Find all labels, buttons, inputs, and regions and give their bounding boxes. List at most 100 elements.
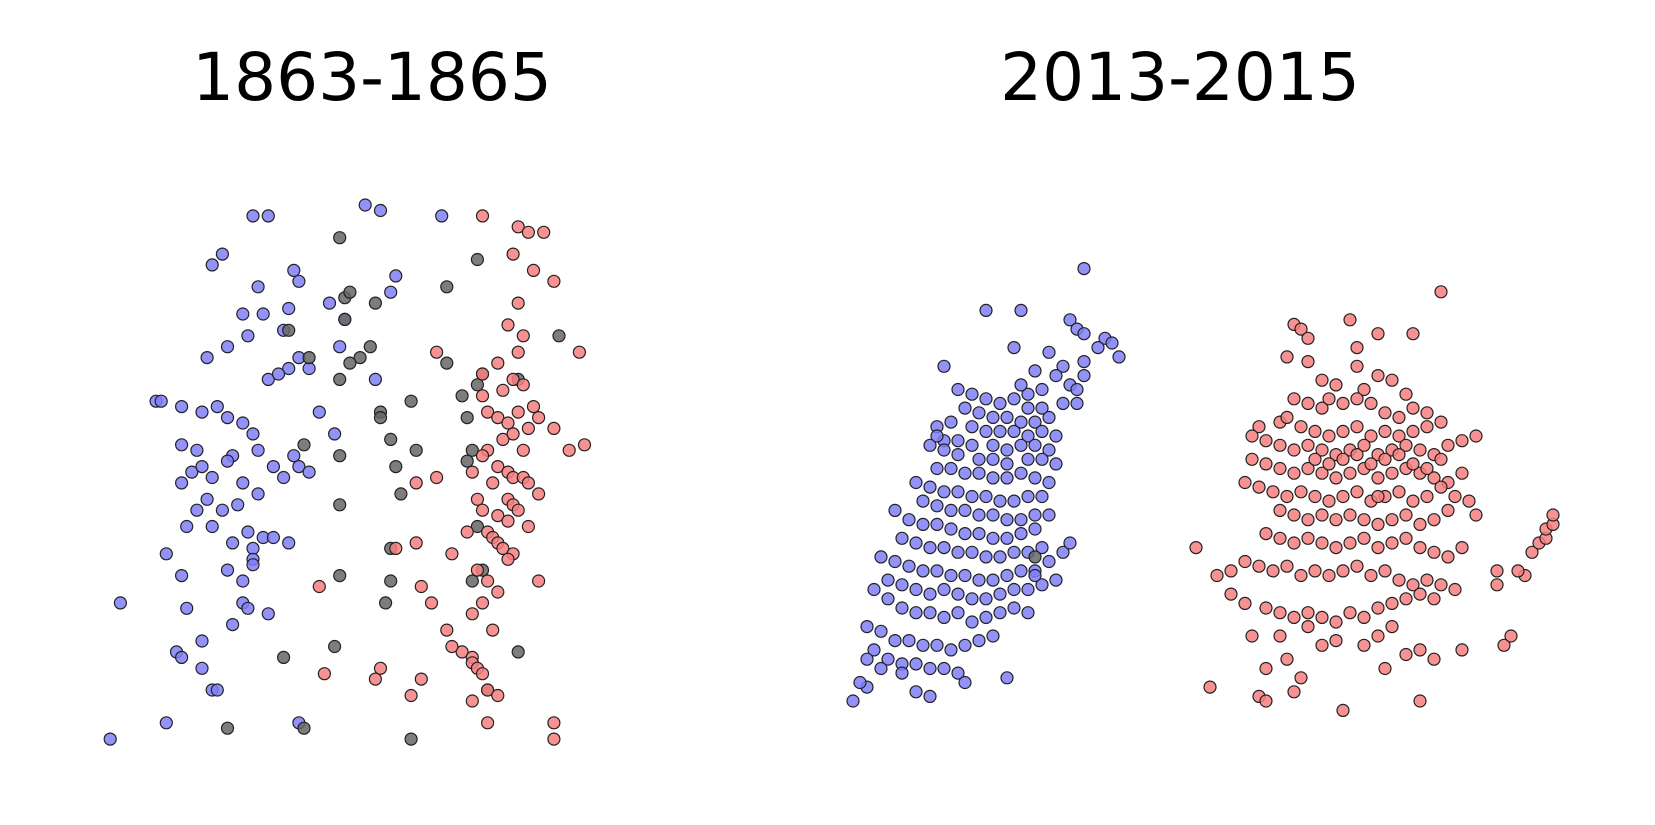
- scatter-point-gray: [470, 252, 484, 267]
- scatter-point-red: [1371, 601, 1385, 615]
- scatter-point-red: [1238, 475, 1252, 490]
- scatter-point-blue: [951, 382, 965, 397]
- scatter-point-blue: [1028, 364, 1042, 378]
- scatter-point-red: [1413, 517, 1427, 532]
- scatter-point-blue: [930, 461, 944, 476]
- scatter-point-red: [1357, 610, 1371, 625]
- scatter-point-blue: [1021, 452, 1035, 466]
- scatter-point-blue: [175, 476, 189, 490]
- scatter-point-red: [1378, 661, 1392, 676]
- scatter-point-blue: [389, 269, 403, 283]
- scatter-point-red: [1294, 485, 1308, 499]
- scatter-point-blue: [923, 587, 937, 601]
- scatter-point-blue: [944, 461, 958, 476]
- scatter-point-red: [1427, 545, 1441, 559]
- scatter-point-blue: [292, 460, 306, 474]
- scatter-point-gray: [460, 411, 474, 425]
- scatter-point-blue: [1014, 466, 1028, 480]
- scatter-point-red: [491, 356, 505, 370]
- scatter-point-blue: [909, 475, 923, 490]
- scatter-point-red: [1357, 382, 1371, 397]
- scatter-point-gray: [328, 639, 342, 654]
- scatter-point-red: [547, 716, 561, 730]
- scatter-point-gray: [389, 460, 403, 474]
- scatter-point-red: [521, 225, 536, 239]
- scatter-point-blue: [1028, 415, 1042, 429]
- scatter-point-blue: [1070, 396, 1084, 410]
- scatter-point-gray: [440, 280, 454, 294]
- scatter-point-blue: [937, 443, 951, 457]
- scatter-point-blue: [236, 574, 250, 588]
- scatter-point-red: [1301, 461, 1315, 476]
- scatter-point-blue: [1021, 489, 1035, 504]
- scatter-point-blue: [159, 716, 173, 730]
- scatter-point-blue: [993, 606, 1007, 620]
- scatter-point-blue: [958, 675, 972, 690]
- scatter-point-red: [470, 492, 484, 506]
- scatter-point-blue: [937, 485, 951, 499]
- scatter-point-red: [1504, 629, 1518, 643]
- scatter-point-blue: [1028, 568, 1042, 583]
- scatter-point-red: [1280, 652, 1294, 666]
- scatter-point-blue: [1035, 489, 1049, 504]
- scatter-point-blue: [895, 531, 909, 545]
- scatter-point-blue: [1000, 671, 1014, 685]
- scatter-point-red: [562, 443, 576, 457]
- scatter-point-red: [1329, 513, 1343, 527]
- scatter-point-blue: [993, 396, 1007, 410]
- scatter-point-gray: [465, 574, 479, 588]
- scatter-point-blue: [1042, 508, 1056, 522]
- scatter-point-red: [1329, 615, 1343, 629]
- scatter-point-blue: [888, 503, 902, 517]
- scatter-point-red: [1238, 596, 1252, 611]
- scatter-point-red: [1336, 564, 1350, 578]
- scatter-point-red: [1413, 643, 1427, 657]
- scatter-point-blue: [930, 517, 944, 532]
- scatter-point-blue: [944, 568, 958, 583]
- scatter-point-red: [511, 345, 525, 359]
- scatter-point-red: [1399, 592, 1413, 606]
- scatter-point-blue: [986, 471, 1000, 485]
- scatter-point-blue: [951, 448, 965, 462]
- scatter-point-blue: [1056, 396, 1070, 410]
- scatter-point-blue: [1007, 341, 1021, 355]
- scatter-point-blue: [1049, 369, 1063, 383]
- scatter-point-red: [1427, 592, 1441, 606]
- scatter-point-red: [373, 661, 388, 675]
- scatter-point-blue: [1028, 522, 1042, 536]
- scatter-point-red: [1273, 531, 1287, 545]
- scatter-point-red: [1252, 480, 1266, 494]
- scatter-point-gray: [333, 372, 347, 386]
- scatter-point-red: [1406, 401, 1420, 415]
- scatter-point-red: [1315, 373, 1329, 387]
- scatter-point-blue: [1035, 382, 1049, 397]
- scatter-point-gray: [297, 721, 311, 735]
- scatter-point-gray: [282, 323, 296, 337]
- scatter-point-red: [1371, 489, 1385, 504]
- scatter-point-red: [1406, 457, 1420, 471]
- scatter-point-red: [486, 623, 500, 637]
- scatter-point-red: [1427, 471, 1441, 485]
- scatter-point-blue: [1007, 424, 1021, 438]
- scatter-point-red: [1259, 601, 1273, 615]
- scatter-point-blue: [236, 476, 250, 490]
- scatter-point-red: [547, 732, 561, 746]
- scatter-point-blue: [1007, 494, 1021, 508]
- scatter-point-red: [1350, 359, 1364, 373]
- scatter-point-red: [521, 476, 536, 490]
- scatter-point-red: [516, 329, 530, 343]
- scatter-point-red: [460, 525, 474, 539]
- scatter-point-red: [481, 716, 495, 730]
- scatter-point-blue: [312, 405, 326, 419]
- scatter-point-blue: [937, 540, 951, 555]
- scatter-point-blue: [1000, 568, 1014, 583]
- scatter-point-red: [531, 487, 546, 501]
- scatter-point-blue: [246, 558, 260, 572]
- scatter-point-red: [1371, 327, 1385, 341]
- scatter-point-blue: [1077, 262, 1091, 276]
- scatter-point-red: [1343, 508, 1357, 522]
- scatter-point-blue: [944, 503, 958, 517]
- scatter-point-blue: [246, 427, 260, 441]
- scatter-point-red: [414, 672, 428, 686]
- scatter-point-red: [1420, 420, 1434, 434]
